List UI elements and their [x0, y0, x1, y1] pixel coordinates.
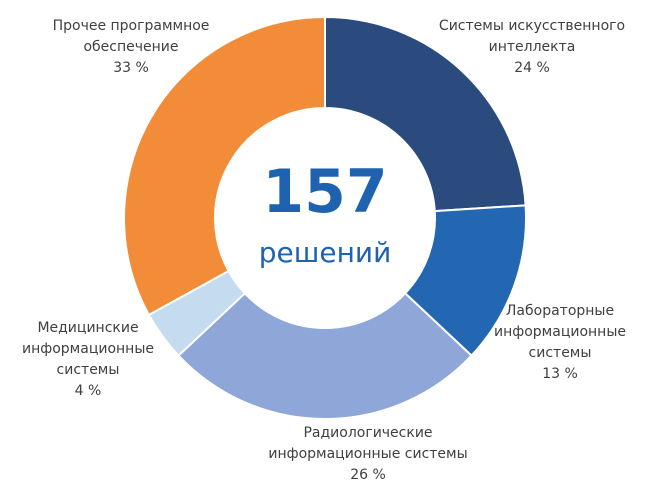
slice-pct-2: 26 % [350, 467, 386, 483]
slice-name-line: системы [529, 345, 592, 361]
slice-name-line: информационные [494, 324, 626, 340]
slice-name-line: Прочее программное [53, 18, 210, 34]
slice-labels: Системы искусственного интеллекта 24 % Лабо… [22, 18, 626, 483]
slice-0 [324, 15, 527, 213]
slice-name-line: Радиологические [303, 425, 432, 441]
slice-name-line: интеллекта [489, 39, 576, 55]
slice-name-line: Лабораторные [506, 303, 614, 319]
slice-pct-4: 33 % [113, 60, 149, 76]
slice-name-line: системы [57, 362, 120, 378]
slice-4 [123, 15, 326, 317]
slice-pct-0: 24 % [514, 60, 550, 76]
donut-slices [123, 15, 527, 420]
slice-label-4: Прочее программное обеспечение 33 % [53, 18, 210, 76]
slice-name-line: информационные [22, 341, 154, 357]
slice-label-2: Радиологические информационные системы 26 … [268, 425, 467, 483]
slice-name-line: обеспечение [83, 39, 178, 55]
center-value: 157 [262, 157, 387, 227]
slice-name-line: Медицинские [37, 320, 138, 336]
slice-label-3: Медицинские информационные системы 4 % [22, 320, 154, 399]
slice-label-1: Лабораторные информационные системы 13 % [494, 303, 626, 382]
center-caption: решений [259, 236, 392, 269]
slice-pct-1: 13 % [542, 366, 578, 382]
slice-label-0: Системы искусственного интеллекта 24 % [439, 18, 625, 76]
slice-2 [177, 291, 473, 420]
slice-pct-3: 4 % [75, 383, 102, 399]
slice-name-line: информационные системы [268, 446, 467, 462]
slice-name-line: Системы искусственного [439, 18, 625, 34]
